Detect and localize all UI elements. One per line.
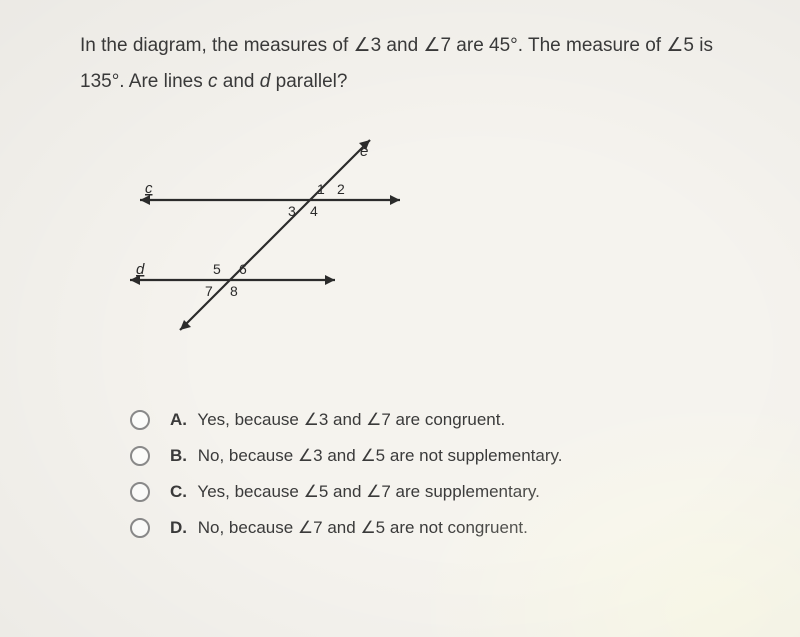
opt-mid: and xyxy=(323,446,361,465)
option-c-text: C. Yes, because ∠5 and ∠7 are supplement… xyxy=(170,482,540,502)
opt-a1: ∠7 xyxy=(298,518,323,537)
option-letter: B. xyxy=(170,446,187,465)
diagram: c d e 1 2 3 4 5 6 7 8 xyxy=(110,130,430,350)
opt-a1: ∠5 xyxy=(304,482,329,501)
option-a[interactable]: A. Yes, because ∠3 and ∠7 are congruent. xyxy=(130,410,750,430)
opt-a2: ∠7 xyxy=(366,482,391,501)
q-angle3: ∠3 xyxy=(354,35,382,56)
option-letter: C. xyxy=(170,482,187,501)
opt-pre: Yes, because xyxy=(197,482,303,501)
radio-icon[interactable] xyxy=(130,482,150,502)
q-c: c xyxy=(208,71,218,92)
n6: 6 xyxy=(239,261,247,277)
option-letter: D. xyxy=(170,518,187,537)
q-line1-post: are 45°. The measure of xyxy=(451,35,666,56)
option-letter: A. xyxy=(170,410,187,429)
opt-a1: ∠3 xyxy=(304,410,329,429)
option-b[interactable]: B. No, because ∠3 and ∠5 are not supplem… xyxy=(130,446,750,466)
q-and1: and xyxy=(381,35,423,56)
opt-pre: Yes, because xyxy=(197,410,303,429)
option-d-text: D. No, because ∠7 and ∠5 are not congrue… xyxy=(170,518,528,538)
q-and2: and xyxy=(218,71,260,92)
opt-post: are congruent. xyxy=(391,410,505,429)
opt-post: are not supplementary. xyxy=(385,446,562,465)
opt-post: are supplementary. xyxy=(391,482,540,501)
option-d[interactable]: D. No, because ∠7 and ∠5 are not congrue… xyxy=(130,518,750,538)
opt-post: are not congruent. xyxy=(385,518,528,537)
label-c: c xyxy=(145,180,153,197)
n4: 4 xyxy=(310,203,318,219)
q-angle5: ∠5 xyxy=(666,35,694,56)
n8: 8 xyxy=(230,283,238,299)
opt-a2: ∠5 xyxy=(360,518,385,537)
opt-mid: and xyxy=(328,410,366,429)
label-d: d xyxy=(136,261,145,278)
n5: 5 xyxy=(213,261,221,277)
q-line2-pre: 135°. Are lines xyxy=(80,71,208,92)
option-a-text: A. Yes, because ∠3 and ∠7 are congruent. xyxy=(170,410,505,430)
label-e: e xyxy=(360,143,368,160)
q-d: d xyxy=(260,71,271,92)
n2: 2 xyxy=(337,181,345,197)
n7: 7 xyxy=(205,283,213,299)
n3: 3 xyxy=(288,203,296,219)
n1: 1 xyxy=(317,181,325,197)
opt-a2: ∠7 xyxy=(366,410,391,429)
q-line1-pre: In the diagram, the measures of xyxy=(80,35,354,56)
opt-pre: No, because xyxy=(198,518,298,537)
radio-icon[interactable] xyxy=(130,410,150,430)
radio-icon[interactable] xyxy=(130,518,150,538)
opt-mid: and xyxy=(323,518,361,537)
opt-pre: No, because xyxy=(198,446,298,465)
answer-options: A. Yes, because ∠3 and ∠7 are congruent.… xyxy=(130,410,750,538)
q-line2-end: parallel? xyxy=(270,71,347,92)
radio-icon[interactable] xyxy=(130,446,150,466)
question-text: In the diagram, the measures of ∠3 and ∠… xyxy=(80,28,750,100)
option-c[interactable]: C. Yes, because ∠5 and ∠7 are supplement… xyxy=(130,482,750,502)
opt-mid: and xyxy=(328,482,366,501)
opt-a1: ∠3 xyxy=(298,446,323,465)
option-b-text: B. No, because ∠3 and ∠5 are not supplem… xyxy=(170,446,562,466)
opt-a2: ∠5 xyxy=(360,446,385,465)
q-angle7: ∠7 xyxy=(423,35,451,56)
q-line1-end: is xyxy=(694,35,713,56)
